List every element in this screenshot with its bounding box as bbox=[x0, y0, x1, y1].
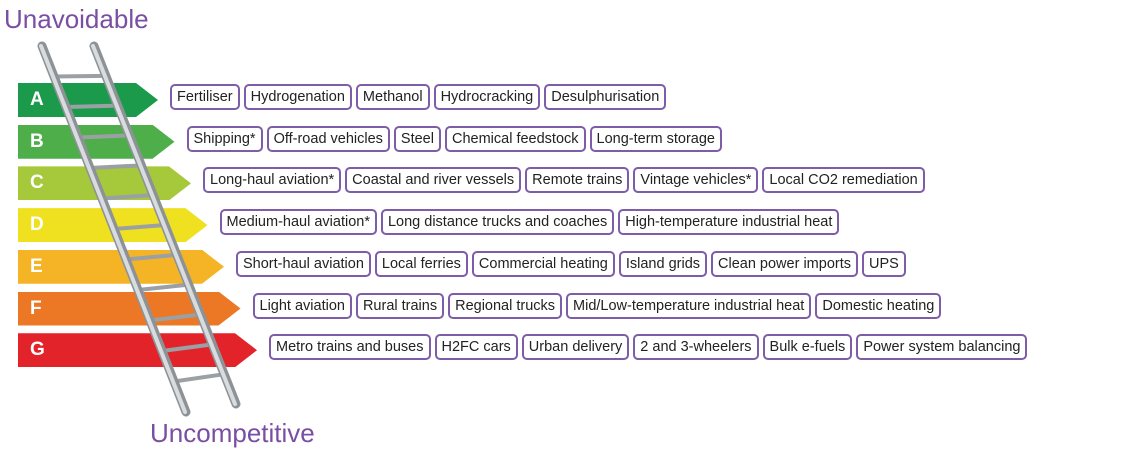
use-case: Off-road vehicles bbox=[267, 126, 390, 152]
use-case: Mid/Low-temperature industrial heat bbox=[566, 293, 811, 319]
ladder-rung bbox=[90, 165, 141, 168]
use-case: Coastal and river vessels bbox=[345, 167, 521, 193]
use-case: Long-term storage bbox=[590, 126, 722, 152]
use-case: Shipping* bbox=[187, 126, 263, 152]
use-case: Short-haul aviation bbox=[236, 251, 371, 277]
use-case: Methanol bbox=[356, 84, 430, 110]
use-case: UPS bbox=[862, 251, 906, 277]
use-case: Metro trains and buses bbox=[269, 334, 431, 360]
use-case-row: Medium-haul aviation*Long distance truck… bbox=[220, 209, 840, 235]
ladder-rung bbox=[54, 76, 106, 77]
use-case: Domestic heating bbox=[815, 293, 941, 319]
ladder-rung bbox=[78, 136, 130, 138]
use-case: Fertiliser bbox=[170, 84, 240, 110]
use-case: Commercial heating bbox=[472, 251, 615, 277]
use-case: 2 and 3-wheelers bbox=[633, 334, 758, 360]
use-case: Vintage vehicles* bbox=[633, 167, 758, 193]
ladder-rung bbox=[126, 255, 177, 260]
use-case: Long distance trucks and coaches bbox=[381, 209, 614, 235]
ladder-rung bbox=[150, 315, 201, 321]
ladder-rung bbox=[66, 106, 118, 107]
use-case: Desulphurisation bbox=[544, 84, 666, 110]
use-case: Hydrogenation bbox=[244, 84, 352, 110]
use-case: Bulk e-fuels bbox=[763, 334, 853, 360]
use-case: Light aviation bbox=[253, 293, 352, 319]
ladder-rung bbox=[174, 374, 224, 381]
use-case: Local ferries bbox=[375, 251, 468, 277]
use-case: Clean power imports bbox=[711, 251, 858, 277]
ladder-rung bbox=[114, 225, 165, 229]
use-case: Island grids bbox=[619, 251, 707, 277]
use-case: Urban delivery bbox=[522, 334, 630, 360]
use-case: Steel bbox=[394, 126, 441, 152]
ladder-diagram: Unavoidable Uncompetitive AFertiliserHyd… bbox=[0, 0, 1138, 450]
use-case: Hydrocracking bbox=[434, 84, 541, 110]
use-case: Chemical feedstock bbox=[445, 126, 586, 152]
use-case: Power system balancing bbox=[856, 334, 1027, 360]
use-case: Regional trucks bbox=[448, 293, 562, 319]
use-case: High-temperature industrial heat bbox=[618, 209, 839, 235]
use-case: Local CO2 remediation bbox=[762, 167, 924, 193]
use-case: Rural trains bbox=[356, 293, 444, 319]
ladder-rung bbox=[162, 344, 212, 351]
ladder-rung bbox=[102, 195, 153, 198]
use-case: Medium-haul aviation* bbox=[220, 209, 377, 235]
use-case: H2FC cars bbox=[435, 334, 518, 360]
use-case: Long-haul aviation* bbox=[203, 167, 341, 193]
use-case: Remote trains bbox=[525, 167, 629, 193]
use-case-row: Long-haul aviation*Coastal and river ves… bbox=[203, 167, 925, 193]
ladder-rung bbox=[138, 285, 189, 290]
